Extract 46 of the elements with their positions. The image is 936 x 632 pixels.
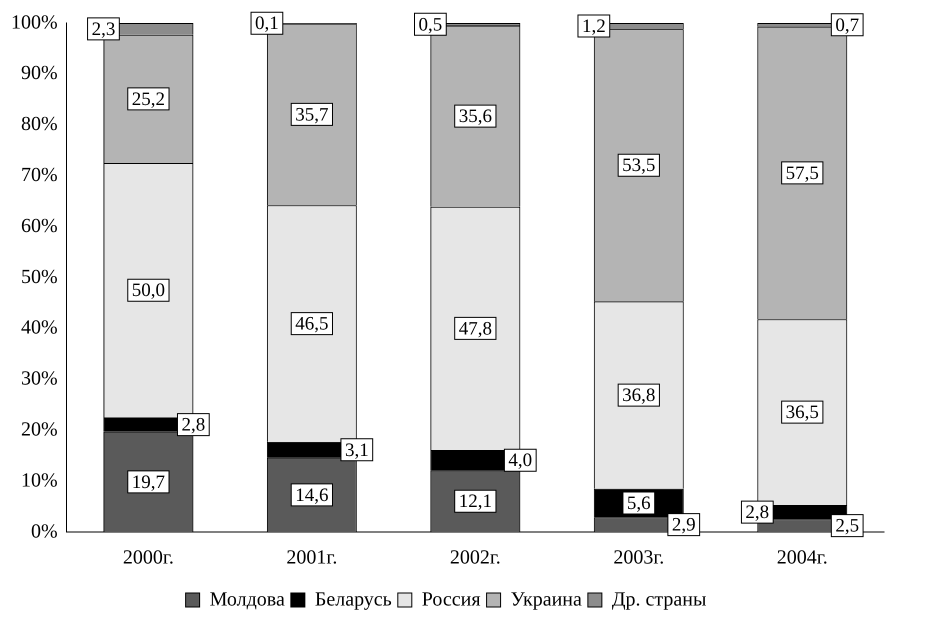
y-tick-label: 40% bbox=[20, 316, 58, 339]
y-tick-label: 60% bbox=[20, 214, 58, 237]
y-tick-label: 30% bbox=[20, 368, 58, 390]
y-tick-label: 20% bbox=[20, 418, 58, 440]
data-label: 2,3 bbox=[92, 18, 116, 40]
data-label: 2,5 bbox=[835, 516, 860, 537]
x-tick-label: 2004г. bbox=[776, 546, 828, 568]
data-label: 3,1 bbox=[344, 440, 369, 461]
data-label: 50,0 bbox=[132, 280, 166, 302]
legend-label: Беларусь bbox=[314, 588, 392, 610]
legend-label: Украина bbox=[510, 588, 582, 610]
data-label: 12,1 bbox=[458, 491, 492, 512]
data-label: 19,7 bbox=[132, 472, 166, 493]
data-label: 46,5 bbox=[295, 314, 328, 335]
data-label: 35,7 bbox=[295, 104, 328, 126]
data-label: 57,5 bbox=[786, 162, 819, 184]
data-label: 53,5 bbox=[622, 155, 656, 176]
y-tick-label: 100% bbox=[10, 11, 58, 34]
x-tick-label: 2003г. bbox=[613, 546, 664, 568]
data-label: 0,7 bbox=[835, 14, 860, 36]
x-tick-label: 2000г. bbox=[122, 546, 174, 568]
data-label: 2,8 bbox=[181, 414, 206, 436]
data-label: 14,6 bbox=[295, 484, 328, 506]
y-tick-label: 70% bbox=[20, 164, 58, 186]
y-tick-label: 0% bbox=[30, 520, 58, 542]
y-tick-label: 50% bbox=[20, 266, 58, 288]
data-label: 36,5 bbox=[786, 402, 819, 424]
y-tick-label: 80% bbox=[20, 113, 58, 136]
data-label: 2,9 bbox=[672, 514, 696, 536]
y-tick-label: 90% bbox=[20, 62, 58, 84]
x-tick-label: 2001г. bbox=[286, 546, 338, 568]
data-label: 47,8 bbox=[458, 318, 492, 340]
data-label: 4,0 bbox=[508, 450, 532, 472]
data-label: 5,6 bbox=[626, 492, 651, 514]
data-label: 2,8 bbox=[745, 502, 770, 524]
x-tick-label: 2002г. bbox=[450, 546, 501, 568]
data-label: 25,2 bbox=[132, 88, 166, 110]
legend-label: Молдова bbox=[210, 588, 285, 610]
data-label: 35,6 bbox=[458, 106, 492, 128]
data-label: 0,5 bbox=[418, 14, 442, 36]
legend-label: Др. страны bbox=[612, 588, 706, 610]
data-label: 0,1 bbox=[255, 13, 279, 34]
y-tick-label: 10% bbox=[20, 469, 58, 492]
data-label: 1,2 bbox=[582, 16, 606, 38]
data-label: 36,8 bbox=[622, 385, 656, 406]
legend-label: Россия bbox=[422, 588, 481, 610]
